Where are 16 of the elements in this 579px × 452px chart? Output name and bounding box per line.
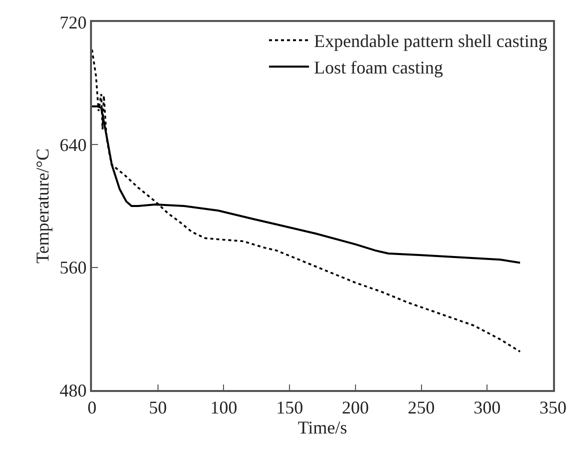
y-axis-title: Temperature/°C — [32, 148, 52, 264]
x-tick-label: 50 — [148, 397, 167, 418]
x-tick-label: 200 — [342, 397, 369, 418]
x-tick-label: 300 — [474, 397, 501, 418]
x-tick-label: 0 — [88, 397, 96, 418]
x-tick-label: 250 — [408, 397, 435, 418]
y-tick-label: 640 — [60, 134, 87, 155]
legend-label: Expendable pattern shell casting — [314, 31, 548, 52]
x-tick-label: 150 — [276, 397, 304, 418]
x-tick-label: 350 — [540, 397, 566, 418]
y-tick-label: 480 — [60, 380, 87, 400]
x-tick-label: 100 — [210, 397, 238, 418]
y-tick-label: 720 — [60, 12, 87, 32]
legend-label: Lost foam casting — [314, 58, 443, 78]
y-tick-label: 560 — [60, 258, 87, 278]
x-axis-title: Time/s — [298, 417, 348, 438]
